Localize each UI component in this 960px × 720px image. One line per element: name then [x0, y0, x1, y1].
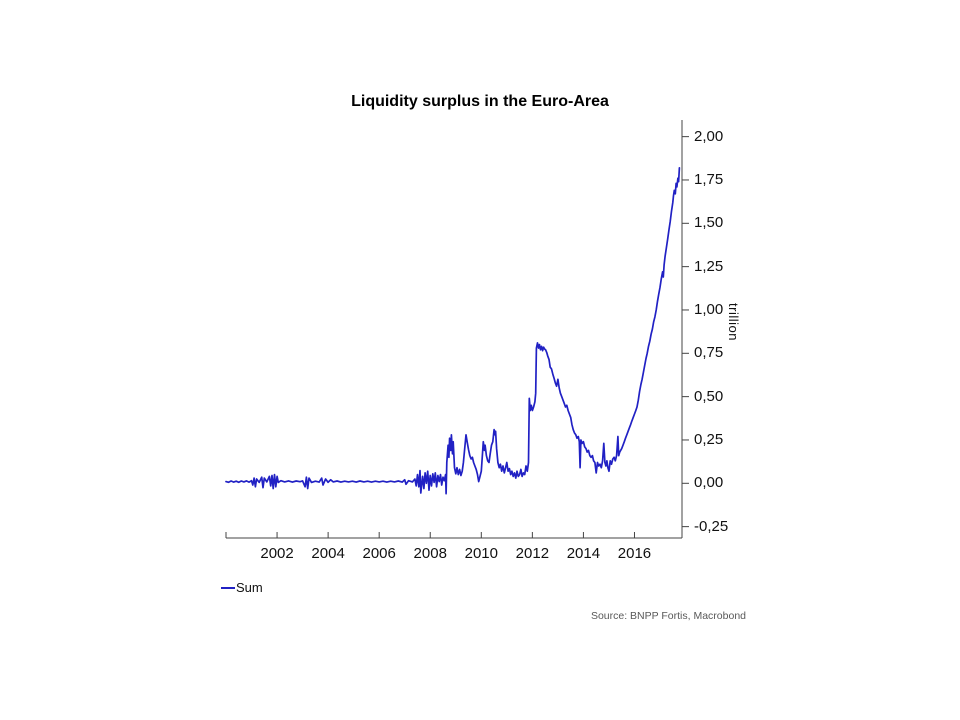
y-tick-label: 0,50	[694, 387, 724, 405]
series-line-sum	[225, 166, 681, 495]
legend-line-swatch	[221, 586, 235, 589]
source-note: Source: BNPP Fortis, Macrobond	[590, 610, 746, 622]
y-tick-label: -0,25	[694, 517, 729, 535]
x-tick-label: 2008	[413, 545, 447, 562]
x-tick-label: 2012	[515, 545, 550, 562]
y-tick-label: 1,00	[694, 300, 724, 318]
y-axis-unit-label: trillion	[726, 303, 741, 341]
y-tick-label: 1,50	[694, 214, 724, 232]
x-tick-label: 2004	[311, 545, 345, 562]
chart-title: Liquidity surplus in the Euro-Area	[351, 93, 609, 110]
y-tick-label: 0,25	[694, 430, 724, 448]
y-tick-label: 0,00	[694, 474, 724, 492]
y-tick-label: 2,00	[694, 127, 724, 145]
legend-series-label: Sum	[236, 580, 263, 595]
x-tick-label: 2006	[362, 545, 396, 562]
y-tick-label: 1,25	[694, 257, 724, 275]
legend: Sum	[221, 580, 263, 595]
x-tick-label: 2014	[566, 545, 601, 562]
x-tick-label: 2016	[617, 545, 652, 562]
x-tick-label: 2002	[260, 545, 294, 562]
y-tick-label: 0,75	[694, 344, 724, 362]
x-tick-label: 2010	[464, 545, 498, 562]
y-tick-label: 1,75	[694, 170, 724, 188]
